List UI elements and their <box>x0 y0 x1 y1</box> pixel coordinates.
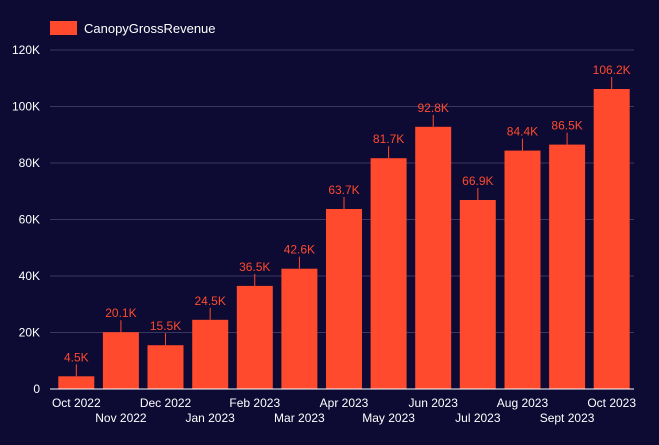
data-label: 63.7K <box>328 183 359 197</box>
legend-swatch <box>50 21 77 35</box>
data-label: 66.9K <box>462 174 493 188</box>
x-tick-label: Dec 2022 <box>140 396 192 410</box>
y-tick-label: 80K <box>19 156 40 170</box>
data-label: 15.5K <box>150 319 181 333</box>
bar[interactable] <box>593 89 630 389</box>
y-tick-label: 120K <box>12 43 40 57</box>
x-tick-label: Jun 2023 <box>409 396 459 410</box>
y-tick-label: 60K <box>19 213 40 227</box>
data-label: 92.8K <box>418 101 449 115</box>
data-label: 81.7K <box>373 132 404 146</box>
bar[interactable] <box>326 209 362 389</box>
x-tick-label: Feb 2023 <box>229 396 280 410</box>
bars <box>58 89 630 390</box>
bar[interactable] <box>102 332 139 389</box>
x-tick-label: May 2023 <box>362 411 415 425</box>
bar[interactable] <box>236 285 273 389</box>
bar[interactable] <box>192 319 229 389</box>
x-tick-label: Apr 2023 <box>320 396 369 410</box>
data-label: 86.5K <box>551 119 582 133</box>
data-label: 4.5K <box>64 350 89 364</box>
data-labels: 4.5K 20.1K 15.5K 24.5K 36.5K 42.6K 63.7K 81.7K 9… <box>64 63 631 377</box>
x-tick-label: Jul 2023 <box>455 411 501 425</box>
y-tick-label: 100K <box>12 100 40 114</box>
data-label: 20.1K <box>105 306 136 320</box>
y-axis-ticks: 0 20K 40K 60K 80K 100K 120K <box>12 43 40 396</box>
data-label: 84.4K <box>507 125 538 139</box>
x-tick-label: Oct 2023 <box>587 396 636 410</box>
x-tick-label: Nov 2022 <box>95 411 147 425</box>
bar[interactable] <box>415 126 452 390</box>
bar[interactable] <box>370 158 407 389</box>
x-tick-label: Aug 2023 <box>497 396 549 410</box>
data-label: 36.5K <box>239 260 270 274</box>
bar[interactable] <box>549 144 586 389</box>
bar[interactable] <box>459 200 496 389</box>
legend[interactable]: CanopyGrossRevenue <box>50 21 216 36</box>
x-tick-label: Sept 2023 <box>540 411 595 425</box>
bar[interactable] <box>504 150 541 389</box>
bar[interactable] <box>58 376 95 389</box>
y-tick-label: 20K <box>19 326 40 340</box>
bar[interactable] <box>147 345 184 389</box>
x-tick-label: Jan 2023 <box>185 411 235 425</box>
x-tick-label: Oct 2022 <box>52 396 101 410</box>
data-label: 106.2K <box>593 63 631 77</box>
data-label: 42.6K <box>284 243 315 257</box>
x-tick-label: Mar 2023 <box>274 411 325 425</box>
y-tick-label: 0 <box>33 382 40 396</box>
bar[interactable] <box>281 268 318 389</box>
legend-label: CanopyGrossRevenue <box>84 21 216 36</box>
data-label: 24.5K <box>194 294 225 308</box>
y-tick-label: 40K <box>19 269 40 283</box>
